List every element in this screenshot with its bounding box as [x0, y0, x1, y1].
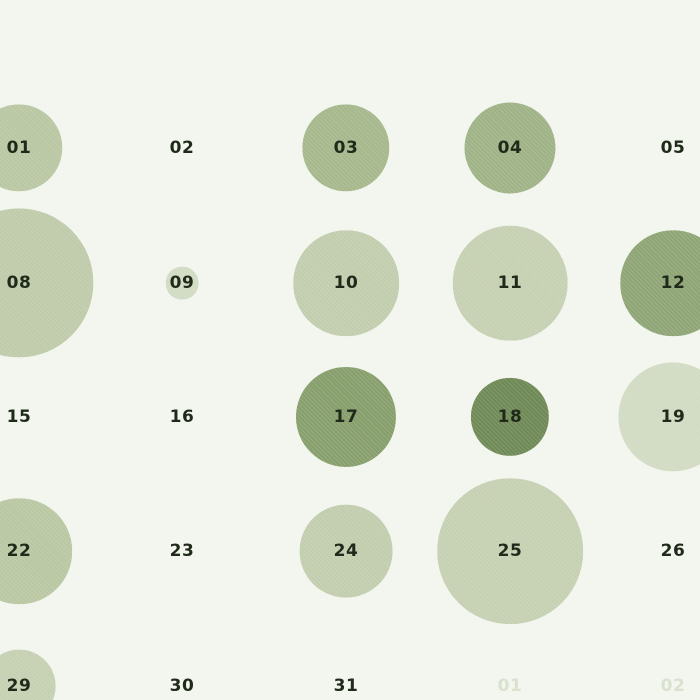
day-activity-circle: [165, 266, 199, 300]
day-number: 08: [6, 273, 32, 293]
day-activity-circle: [437, 478, 583, 624]
day-activity-circle: [618, 362, 700, 472]
day-number: 04: [497, 138, 523, 158]
day-number: 15: [6, 407, 32, 427]
day-number: 03: [333, 138, 359, 158]
day-number: 02: [660, 676, 686, 696]
day-number: 11: [497, 273, 523, 293]
day-number: 01: [6, 138, 32, 158]
day-number: 24: [333, 541, 359, 561]
day-number: 29: [6, 676, 32, 696]
day-number: 26: [660, 541, 686, 561]
day-number: 19: [660, 407, 686, 427]
day-number: 10: [333, 273, 359, 293]
day-number: 30: [169, 676, 195, 696]
day-activity-circle: [295, 366, 397, 468]
day-number: 16: [169, 407, 195, 427]
day-number: 02: [169, 138, 195, 158]
day-number: 12: [660, 273, 686, 293]
day-number: 31: [333, 676, 359, 696]
day-number: 17: [333, 407, 359, 427]
day-number: 05: [660, 138, 686, 158]
day-activity-circle: [302, 104, 390, 192]
day-activity-circle: [299, 504, 393, 598]
day-activity-circle: [620, 230, 700, 336]
day-activity-circle: [293, 230, 399, 336]
day-number: 25: [497, 541, 523, 561]
day-activity-circle: [470, 377, 550, 457]
day-activity-circle: [464, 102, 556, 194]
day-number: 22: [6, 541, 32, 561]
day-activity-circle: [452, 225, 568, 341]
day-number: 01: [497, 676, 523, 696]
day-number: 23: [169, 541, 195, 561]
day-number: 09: [169, 273, 195, 293]
day-number: 18: [497, 407, 523, 427]
